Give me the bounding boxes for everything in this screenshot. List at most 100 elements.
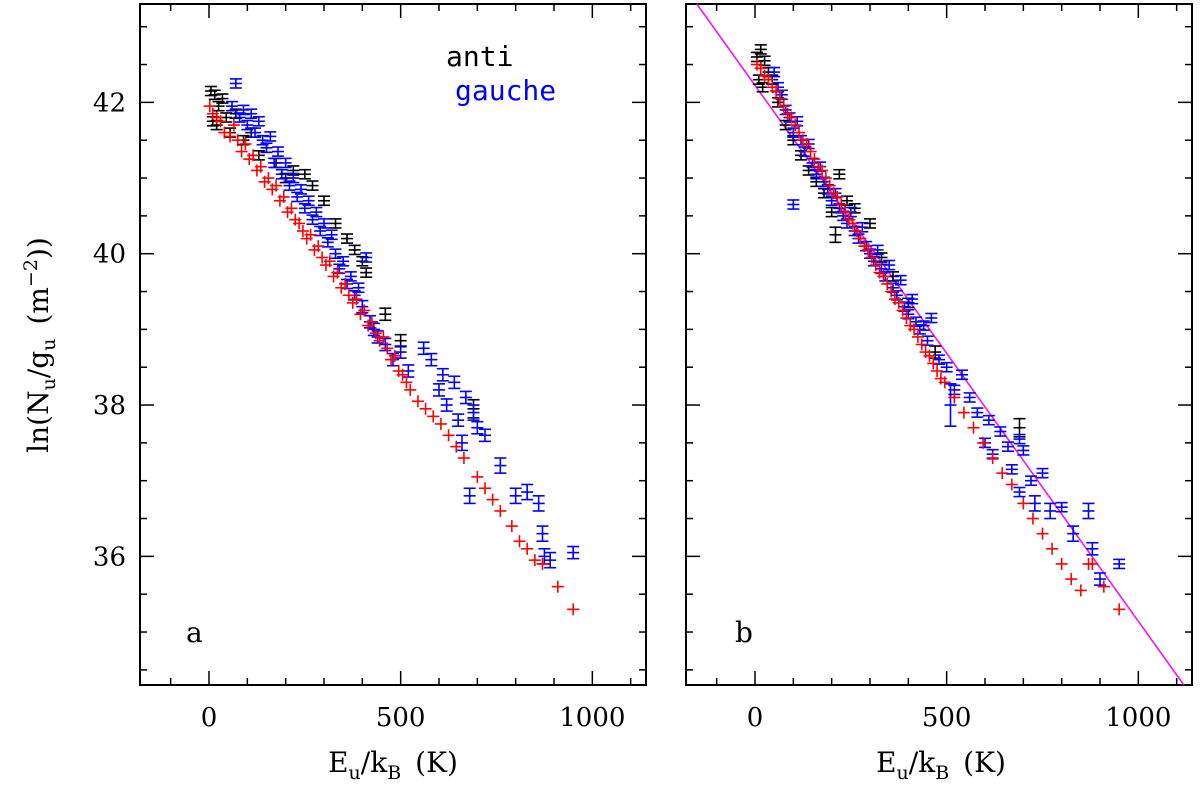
data-point-gauche bbox=[971, 407, 984, 418]
x-tick-label: 500 bbox=[376, 703, 426, 733]
data-point-model bbox=[513, 535, 526, 548]
data-point-gauche bbox=[275, 168, 288, 180]
data-point-model bbox=[854, 232, 867, 245]
data-point-anti bbox=[754, 44, 767, 55]
data-point-gauche bbox=[567, 545, 580, 560]
data-point-gauche bbox=[982, 414, 995, 426]
data-point-gauche bbox=[440, 398, 453, 412]
data-point-model bbox=[785, 111, 798, 124]
series-anti bbox=[750, 44, 1026, 438]
data-point-model bbox=[203, 100, 216, 113]
panel-b-x-axis-label: Eu/kB (K) bbox=[876, 746, 1006, 784]
data-point-gauche bbox=[544, 551, 557, 569]
data-point-gauche bbox=[452, 413, 465, 428]
data-point-model bbox=[1097, 580, 1110, 593]
data-point-gauche bbox=[1044, 502, 1057, 520]
data-point-model bbox=[369, 327, 382, 340]
data-point-gauche bbox=[467, 404, 480, 421]
data-point-model bbox=[931, 364, 944, 377]
data-point-gauche bbox=[479, 428, 491, 443]
data-point-anti bbox=[341, 233, 353, 244]
data-point-gauche bbox=[252, 115, 265, 127]
data-point-gauche bbox=[944, 383, 957, 428]
panel-b-frame bbox=[685, 3, 1193, 686]
data-point-model bbox=[214, 115, 227, 128]
data-point-model bbox=[896, 304, 909, 317]
data-point-model bbox=[411, 395, 424, 408]
data-point-model bbox=[331, 266, 344, 279]
data-point-model bbox=[400, 376, 413, 389]
data-point-model bbox=[277, 190, 290, 203]
panel-b-ticks bbox=[686, 4, 1192, 685]
data-point-gauche bbox=[994, 426, 1007, 437]
data-point-model bbox=[793, 126, 806, 139]
data-point-gauche bbox=[344, 271, 357, 282]
data-point-model bbox=[427, 410, 440, 423]
data-point-model bbox=[927, 357, 940, 370]
data-point-model bbox=[494, 504, 507, 517]
panel-b-data bbox=[695, 4, 1185, 685]
data-point-model bbox=[1065, 573, 1078, 586]
data-point-model bbox=[762, 73, 775, 86]
data-point-gauche bbox=[229, 78, 242, 89]
data-point-model bbox=[479, 482, 491, 495]
y-tick-label: 40 bbox=[93, 240, 126, 270]
data-point-model bbox=[505, 520, 518, 533]
panel-a-frame bbox=[139, 3, 647, 686]
data-point-anti bbox=[360, 267, 373, 278]
data-point-model bbox=[471, 470, 484, 483]
data-point-model bbox=[835, 198, 848, 211]
data-point-model bbox=[239, 137, 252, 150]
data-point-model bbox=[804, 145, 817, 158]
legend-anti-label: anti bbox=[446, 40, 513, 73]
data-point-gauche bbox=[956, 369, 968, 381]
data-point-model bbox=[285, 202, 298, 215]
data-point-model bbox=[911, 330, 924, 343]
data-point-model bbox=[1005, 478, 1018, 491]
data-point-gauche bbox=[1055, 501, 1068, 513]
data-point-model bbox=[442, 429, 455, 442]
data-point-anti bbox=[306, 180, 319, 191]
data-point-model bbox=[227, 119, 240, 132]
data-point-model bbox=[1055, 557, 1068, 570]
data-point-gauche bbox=[260, 142, 273, 154]
data-point-anti bbox=[758, 55, 771, 67]
data-point-model bbox=[450, 440, 463, 453]
data-point-gauche bbox=[1113, 558, 1126, 570]
data-point-model bbox=[323, 255, 336, 268]
data-point-model bbox=[967, 421, 980, 434]
data-point-gauche bbox=[463, 487, 476, 505]
data-point-gauche bbox=[456, 434, 468, 452]
legend: anti gauche bbox=[446, 40, 556, 107]
data-point-gauche bbox=[268, 157, 281, 169]
data-point-gauche bbox=[894, 274, 907, 286]
data-point-model bbox=[869, 259, 882, 272]
data-point-model bbox=[365, 315, 378, 328]
data-point-model bbox=[923, 349, 936, 362]
data-point-gauche bbox=[1002, 441, 1014, 452]
data-point-model bbox=[528, 554, 541, 567]
data-point-gauche bbox=[318, 218, 330, 229]
data-point-model bbox=[770, 85, 783, 98]
data-point-model bbox=[881, 277, 894, 290]
data-point-gauche bbox=[1017, 445, 1030, 456]
data-point-model bbox=[777, 100, 790, 113]
data-point-model bbox=[293, 217, 306, 230]
data-point-model bbox=[381, 342, 394, 355]
data-point-gauche bbox=[471, 420, 484, 435]
data-point-gauche bbox=[417, 341, 430, 356]
data-point-gauche bbox=[787, 199, 800, 210]
data-point-model bbox=[986, 452, 999, 464]
data-point-model bbox=[957, 406, 970, 419]
y-tick-label: 38 bbox=[93, 391, 126, 421]
data-point-gauche bbox=[532, 495, 545, 512]
data-point-model bbox=[224, 130, 237, 143]
data-point-model bbox=[1046, 542, 1059, 555]
data-point-model bbox=[262, 172, 275, 185]
data-point-gauche bbox=[1013, 486, 1026, 498]
data-point-model bbox=[865, 251, 878, 264]
data-point-model bbox=[316, 251, 329, 264]
data-point-gauche bbox=[1036, 467, 1049, 479]
data-point-gauche bbox=[1028, 495, 1041, 512]
data-point-model bbox=[350, 293, 363, 306]
